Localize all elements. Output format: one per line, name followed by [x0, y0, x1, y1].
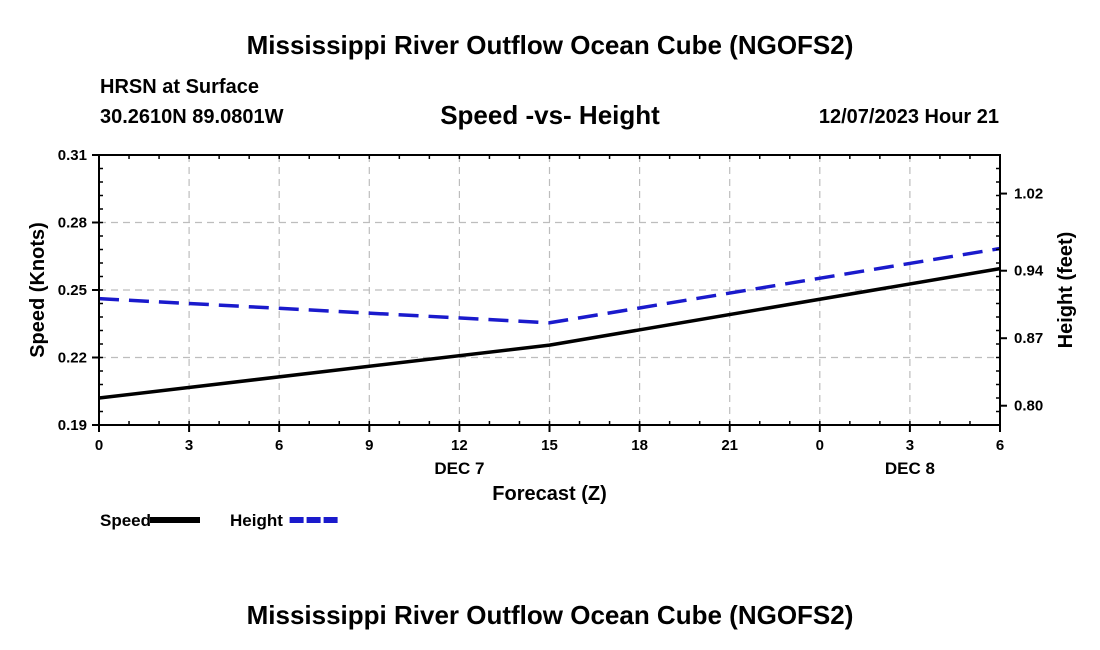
y-tick-label: 0.28: [58, 215, 87, 232]
legend: Speed Height: [100, 511, 340, 530]
y-tick-label: 0.25: [58, 282, 87, 299]
x-tick-label: 21: [721, 437, 738, 454]
footer-title: Mississippi River Outflow Ocean Cube (NG…: [246, 600, 854, 630]
y-tick-label: 0.19: [58, 417, 87, 434]
y2-tick-label: 1.02: [1014, 186, 1043, 203]
x-tick-label: 18: [631, 437, 648, 454]
x-tick-label: 15: [541, 437, 558, 454]
x-tick-label: 3: [906, 437, 914, 454]
y2-axis-title: Height (feet): [1055, 232, 1077, 349]
x-tick-label: 0: [816, 437, 824, 454]
tick-layer: [92, 154, 1007, 432]
date-label: DEC 7: [434, 459, 484, 478]
chart-subtitle: Speed -vs- Height: [440, 100, 660, 130]
y-tick-label: 0.31: [58, 147, 87, 164]
x-tick-label: 9: [365, 437, 373, 454]
label-layer: 0 3 6 9 12 15 18 21 0 3 6 0.19 0.22 0.25 0.28 0.31 0.80 0…: [27, 147, 1077, 505]
y2-tick-label: 0.80: [1014, 398, 1043, 415]
x-tick-label: 6: [996, 437, 1004, 454]
main-title: Mississippi River Outflow Ocean Cube (NG…: [246, 30, 854, 60]
series-line-speed: [98, 266, 1001, 400]
datetime-label: 12/07/2023 Hour 21: [818, 106, 999, 128]
x-tick-label: 0: [95, 437, 103, 454]
location-label: 30.2610N 89.0801W: [100, 106, 284, 128]
legend-label: Speed: [100, 511, 151, 530]
series-line-height: [98, 246, 1001, 325]
x-axis-title: Forecast (Z): [492, 483, 606, 505]
legend-label: Height: [230, 511, 283, 530]
y-tick-label: 0.22: [58, 350, 87, 367]
series-layer: [98, 246, 1001, 400]
station-label: HRSN at Surface: [100, 76, 259, 98]
x-tick-label: 6: [275, 437, 283, 454]
y-axis-title: Speed (Knots): [27, 222, 49, 358]
x-tick-label: 12: [451, 437, 468, 454]
x-tick-label: 3: [185, 437, 193, 454]
y2-tick-label: 0.87: [1014, 330, 1043, 347]
y2-tick-label: 0.94: [1014, 263, 1044, 280]
grid-layer: [99, 155, 1000, 425]
date-label: DEC 8: [885, 459, 935, 478]
